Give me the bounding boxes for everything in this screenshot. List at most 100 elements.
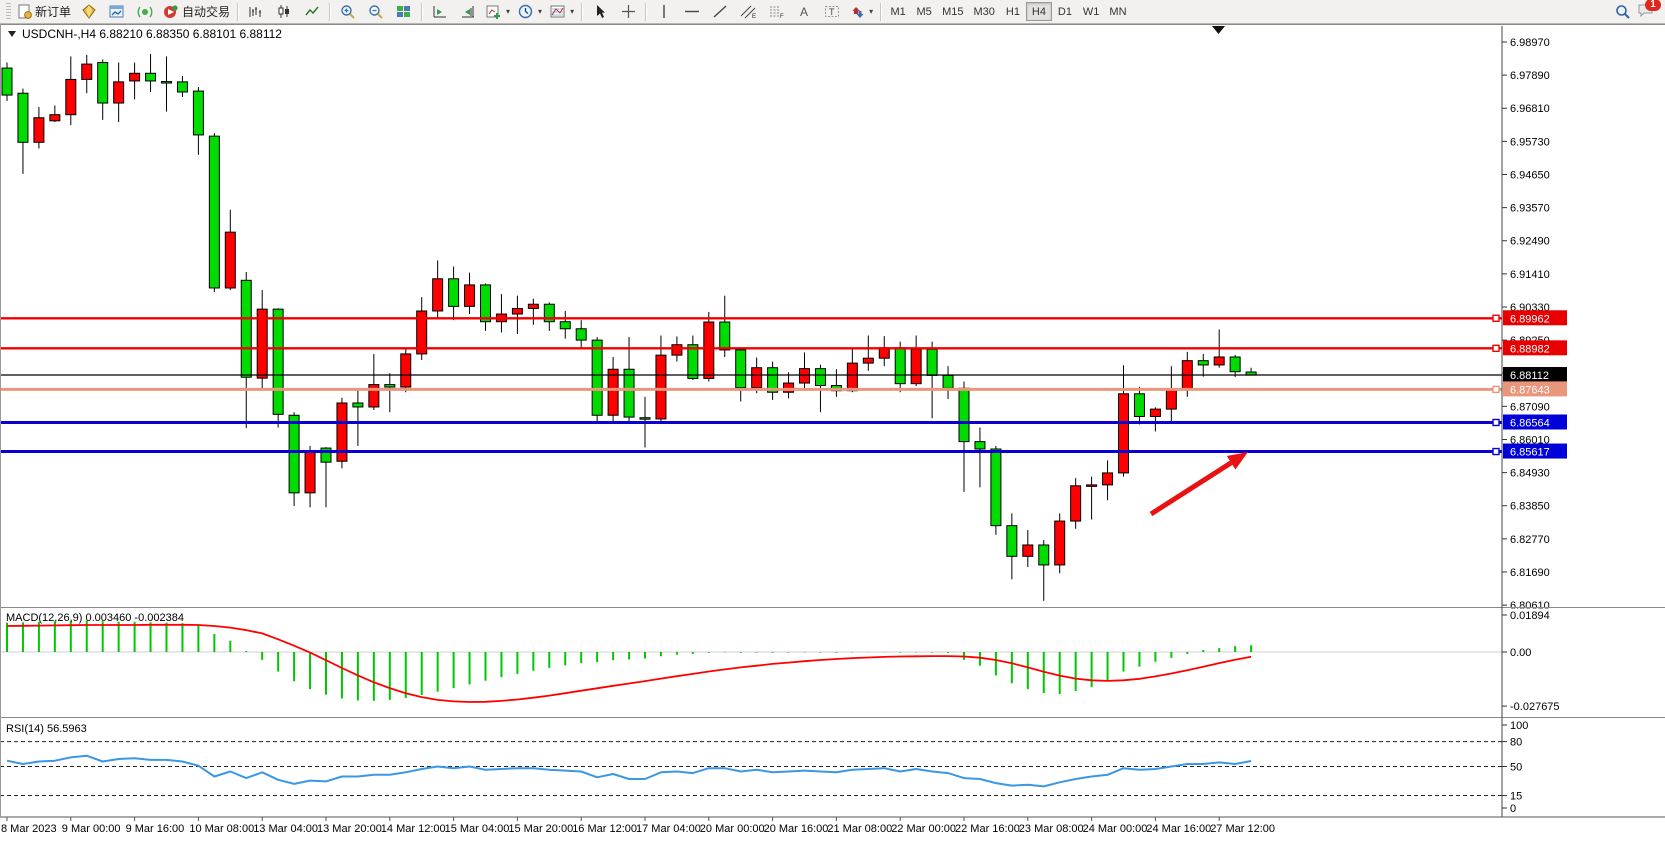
horizontal-line-icon — [685, 10, 700, 13]
candle-bull — [432, 278, 444, 312]
charts-window-button[interactable] — [103, 1, 131, 23]
price-badges: 6.89962 6.88982 6.88112 6.87643 6.86564 6.856… — [1503, 310, 1567, 459]
line-chart-button[interactable] — [298, 1, 326, 23]
hline-anchor[interactable] — [1492, 447, 1500, 456]
trend-arrow-head[interactable] — [1226, 452, 1248, 470]
price-badge-label: 6.88982 — [1510, 343, 1550, 355]
chat-button[interactable]: 1 — [1637, 0, 1661, 21]
time-tick-label: 16 Mar 12:00 — [572, 823, 637, 835]
timeframe-M5[interactable]: M5 — [911, 2, 937, 21]
price-tick-label: 6.94650 — [1510, 169, 1550, 181]
hline-anchor[interactable] — [1492, 344, 1500, 353]
time-tick-label: 15 Mar 04:00 — [445, 823, 510, 835]
tile-windows-button[interactable] — [390, 1, 418, 23]
svg-text:E: E — [752, 14, 756, 19]
chevron-down-icon: ▾ — [538, 7, 543, 16]
time-tick-label: 13 Mar 20:00 — [317, 823, 382, 835]
market-watch-button[interactable] — [75, 1, 103, 23]
toolbar-separator — [645, 2, 648, 21]
channel-tool-button[interactable]: E — [734, 1, 762, 23]
fibonacci-tool-button[interactable]: F — [762, 1, 790, 23]
candle-bear — [623, 368, 635, 418]
candle-bear — [767, 367, 779, 393]
pane-separators — [0, 24, 1665, 817]
candle-bear — [161, 81, 172, 84]
signal-button[interactable] — [131, 1, 159, 23]
timeframe-H1[interactable]: H1 — [1000, 2, 1026, 21]
hline-anchor[interactable] — [1492, 385, 1500, 394]
svg-text:A: A — [800, 5, 808, 19]
trend-arrow-line[interactable] — [1149, 460, 1233, 517]
candle-bull — [1102, 472, 1114, 486]
bar-chart-button[interactable] — [242, 1, 270, 23]
toolbar-separator — [237, 2, 240, 21]
price-tick-label: 6.91410 — [1510, 269, 1550, 281]
candle-bear — [814, 368, 826, 387]
auto-trading-button[interactable]: 自动交易 — [159, 1, 234, 23]
hline-anchor[interactable] — [1492, 314, 1500, 322]
search-button[interactable] — [1609, 1, 1637, 23]
candle-bear — [97, 62, 109, 104]
timeframe-H4[interactable]: H4 — [1025, 2, 1052, 21]
price-tick-label: 6.83850 — [1510, 501, 1550, 513]
arrows-tool-button[interactable]: ▾ — [846, 1, 877, 23]
new-order-button[interactable]: 新订单 — [13, 1, 75, 23]
timeframe-M30[interactable]: M30 — [969, 2, 1000, 21]
horizontal-line-tool-button[interactable] — [678, 1, 706, 23]
toolbar-grip — [6, 2, 11, 21]
timeframe-D1[interactable]: D1 — [1052, 2, 1078, 21]
price-tick-label: 6.96810 — [1510, 103, 1550, 115]
candle-bull — [1165, 388, 1177, 410]
macd-tick-label: 0.01894 — [1510, 610, 1550, 622]
candlestick-chart-button[interactable] — [270, 1, 298, 23]
price-badge-label: 6.88112 — [1510, 370, 1549, 382]
timeframe-W1[interactable]: W1 — [1078, 2, 1105, 21]
timeframe-M15[interactable]: M15 — [937, 2, 968, 21]
candle-bear — [926, 348, 938, 376]
candle-bull — [368, 384, 380, 408]
price-badge-label: 6.85617 — [1510, 447, 1550, 459]
candle-bull — [49, 114, 61, 122]
zoom-out-button[interactable] — [362, 1, 390, 23]
bar-chart-icon — [249, 7, 262, 17]
template-button[interactable]: ▾ — [546, 1, 578, 23]
trendline-tool-button[interactable] — [706, 1, 734, 23]
text-tool-button[interactable]: A — [790, 1, 818, 23]
candle-bear — [448, 278, 460, 307]
crosshair-tool-button[interactable] — [614, 1, 642, 23]
search-icon — [1616, 4, 1630, 19]
candle-bull — [464, 284, 476, 307]
vertical-line-tool-button[interactable] — [650, 1, 678, 23]
candle-bear — [942, 374, 954, 389]
rsi-line — [6, 754, 1252, 788]
candle-bear — [735, 349, 747, 389]
zoom-in-button[interactable] — [334, 1, 362, 23]
price-tick-label: 6.84930 — [1510, 468, 1550, 480]
cursor-tool-button[interactable] — [586, 1, 614, 23]
price-tick-label: 6.86010 — [1510, 434, 1550, 446]
auto-scroll-icon — [462, 6, 475, 18]
candle-bear — [687, 344, 699, 379]
candle-bear — [352, 402, 364, 408]
candle-bull — [400, 353, 412, 388]
template-icon — [550, 5, 565, 18]
candle-bear — [958, 387, 970, 443]
period-button[interactable]: ▾ — [514, 1, 546, 23]
auto-scroll-button[interactable] — [454, 1, 482, 23]
rsi-tick-label: 80 — [1510, 737, 1522, 749]
arrows-icon — [852, 7, 864, 18]
text-label-tool-button[interactable]: T — [818, 1, 846, 23]
price-tick-label: 6.82770 — [1510, 534, 1550, 546]
candle-bear — [288, 414, 300, 494]
hlines — [0, 314, 1502, 456]
clock-icon — [518, 4, 533, 19]
chart-title-collapse-icon[interactable] — [8, 31, 16, 37]
chart-symbol-title: USDCNH-,H4 6.88210 6.88350 6.88101 6.881… — [22, 27, 282, 41]
chart-shift-button[interactable] — [426, 1, 454, 23]
candle-bull — [511, 308, 523, 315]
hline-anchor[interactable] — [1492, 418, 1500, 427]
add-indicator-button[interactable]: ▾ — [482, 1, 514, 23]
timeframe-MN[interactable]: MN — [1104, 2, 1131, 21]
timeframe-M1[interactable]: M1 — [885, 2, 911, 21]
